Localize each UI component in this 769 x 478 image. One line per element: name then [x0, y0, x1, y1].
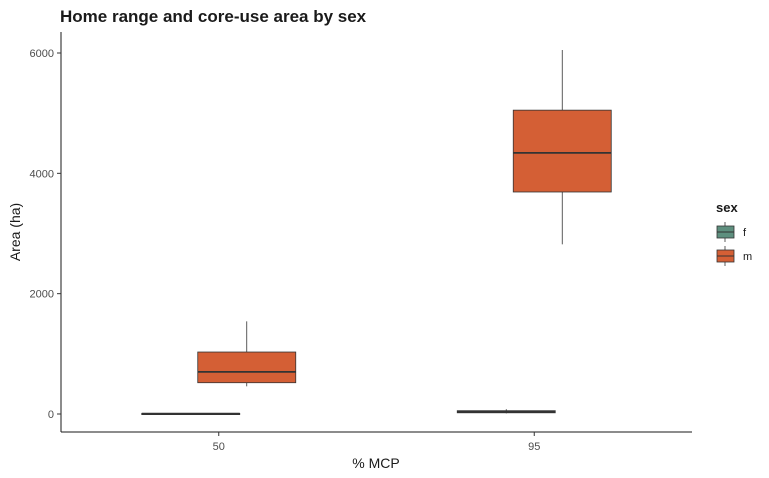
y-axis-title: Area (ha) — [7, 203, 23, 261]
box-m-95 — [512, 49, 612, 245]
y-tick-label: 6000 — [30, 48, 54, 60]
chart-title: Home range and core-use area by sex — [60, 7, 367, 26]
y-axis-ticks: 0 2000 4000 6000 — [30, 48, 61, 421]
legend-label: m — [743, 251, 752, 263]
x-axis-ticks: 50 95 — [213, 432, 540, 453]
box-m-50 — [197, 321, 297, 387]
x-axis-title: % MCP — [352, 455, 399, 471]
legend-key-m: m — [716, 246, 752, 266]
legend-label: f — [743, 227, 747, 239]
legend-key-f: f — [716, 222, 747, 242]
box-body — [512, 109, 612, 193]
x-tick-label: 50 — [213, 441, 225, 453]
y-tick-label: 0 — [48, 409, 54, 421]
y-tick-label: 4000 — [30, 168, 54, 180]
box-f-95 — [456, 409, 556, 414]
boxplot-marks — [141, 49, 612, 415]
box-body — [197, 351, 297, 384]
x-tick-label: 95 — [528, 441, 540, 453]
legend-title: sex — [716, 200, 738, 215]
legend-keys: fm — [716, 222, 752, 266]
box-f-50 — [141, 412, 241, 415]
plot-area: 0 2000 4000 6000 50 95 — [30, 32, 692, 453]
legend: sex fm — [716, 200, 752, 266]
y-tick-label: 2000 — [30, 289, 54, 301]
